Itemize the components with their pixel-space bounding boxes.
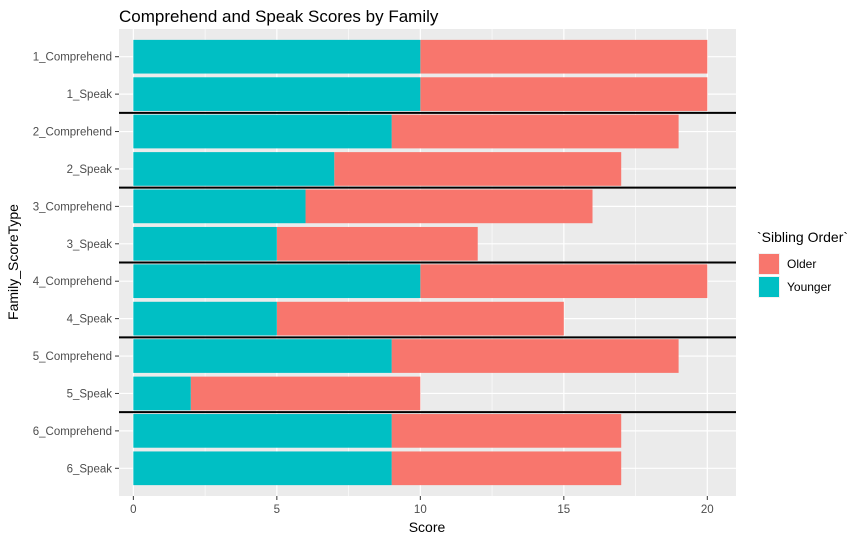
y-tick-label: 4_Speak xyxy=(67,314,113,326)
bar-older xyxy=(334,152,622,186)
bar-older xyxy=(305,189,593,224)
bar-younger xyxy=(133,414,392,448)
bar-younger xyxy=(133,264,421,299)
y-tick-label: 1_Comprehend xyxy=(33,52,112,64)
y-tick-label: 3_Speak xyxy=(67,239,113,251)
bar-older xyxy=(420,77,708,111)
bar-younger xyxy=(133,301,277,336)
y-tick-label: 5_Comprehend xyxy=(33,351,112,363)
bar-older xyxy=(190,376,421,411)
bar-younger xyxy=(133,114,392,149)
bar-older xyxy=(420,264,708,299)
x-tick-label: 0 xyxy=(130,504,136,516)
y-tick-labels: 1_Comprehend 1_Speak 2_Comprehend 2_Speak 3_… xyxy=(33,52,119,475)
bar-older xyxy=(276,226,478,261)
legend-label: Younger xyxy=(787,280,831,294)
y-tick-label: 6_Speak xyxy=(67,463,113,475)
bar-younger xyxy=(133,226,277,261)
y-tick-label: 3_Comprehend xyxy=(33,201,112,213)
x-tick-label: 15 xyxy=(557,504,570,516)
x-tick-label: 10 xyxy=(414,504,427,516)
legend: `Sibling Order` Older Younger xyxy=(757,229,848,298)
legend-label: Older xyxy=(787,257,816,271)
x-tick-labels: 0 5 10 15 20 xyxy=(130,496,714,516)
bar-older xyxy=(391,339,679,373)
bar-older xyxy=(391,114,679,149)
legend-title: `Sibling Order` xyxy=(757,229,848,245)
x-tick-label: 5 xyxy=(274,504,280,516)
bar-older xyxy=(276,301,564,336)
bar-older xyxy=(391,451,622,486)
x-axis-title: Score xyxy=(409,519,446,535)
bar-younger xyxy=(133,39,421,74)
chart-title: Comprehend and Speak Scores by Family xyxy=(119,7,439,26)
bar-younger xyxy=(133,451,392,486)
y-tick-label: 2_Speak xyxy=(67,164,113,176)
bar-younger xyxy=(133,339,392,373)
y-tick-label: 1_Speak xyxy=(67,89,113,101)
legend-key-older xyxy=(759,254,779,274)
bar-older xyxy=(420,39,708,74)
y-axis-title: Family_ScoreType xyxy=(5,204,21,320)
bar-older xyxy=(391,414,622,448)
family-separators xyxy=(119,111,736,414)
bar-younger xyxy=(133,189,306,224)
y-tick-label: 5_Speak xyxy=(67,388,113,400)
bar-younger xyxy=(133,376,191,411)
x-tick-label: 20 xyxy=(701,504,714,516)
y-tick-label: 4_Comprehend xyxy=(33,276,112,288)
bar-younger xyxy=(133,152,335,186)
legend-key-younger xyxy=(759,277,779,297)
bars xyxy=(133,39,708,486)
y-tick-label: 2_Comprehend xyxy=(33,127,112,139)
bar-younger xyxy=(133,77,421,111)
y-tick-label: 6_Comprehend xyxy=(33,426,112,438)
